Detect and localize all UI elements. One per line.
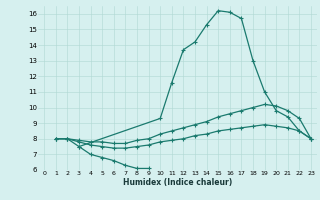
X-axis label: Humidex (Indice chaleur): Humidex (Indice chaleur) xyxy=(123,178,232,187)
